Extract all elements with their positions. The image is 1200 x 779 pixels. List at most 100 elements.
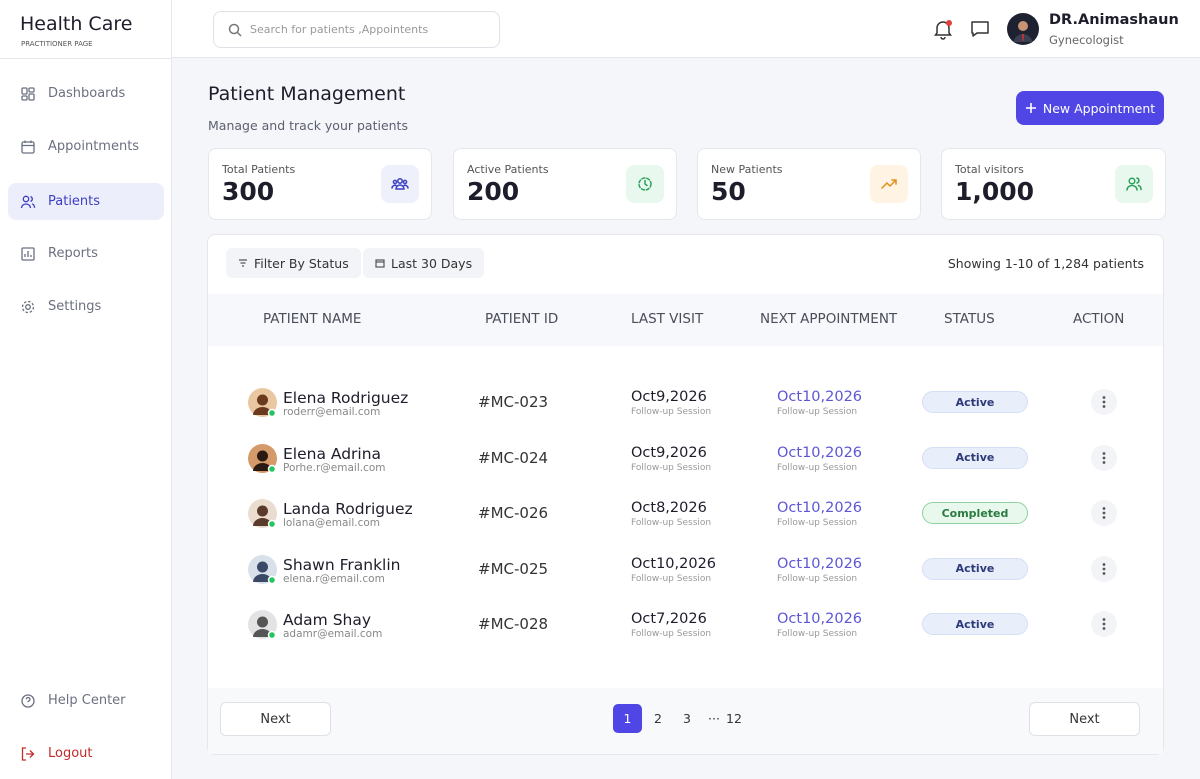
- patient-avatar: [248, 388, 277, 418]
- user-avatar[interactable]: [1007, 13, 1039, 45]
- row-action[interactable]: [1091, 611, 1117, 637]
- nav-label: Reports: [48, 246, 98, 261]
- user-role: Gynecologist: [1049, 33, 1124, 47]
- patient-name: Elena Rodriguez: [283, 388, 408, 407]
- patient-email: lolana@email.com: [283, 517, 381, 529]
- footer-icon: [21, 693, 35, 708]
- patient-name: Shawn Franklin: [283, 555, 400, 574]
- kebab-icon: [1102, 618, 1106, 630]
- footer-label: Help Center: [48, 693, 126, 708]
- button-label: New Appointment: [1042, 100, 1156, 116]
- next-label: Next: [1069, 711, 1100, 727]
- patient-name: Adam Shay: [283, 610, 371, 629]
- nav-item[interactable]: Dashboards: [8, 75, 164, 112]
- nav-icon: [21, 86, 35, 101]
- last-visit: Oct9,2026: [631, 444, 707, 461]
- stat-label: Total visitors: [955, 163, 1024, 176]
- patient-avatar: [248, 443, 277, 473]
- nav-label: Appointments: [48, 139, 140, 154]
- footer-icon: [21, 746, 35, 761]
- patient-email: elena.r@email.com: [283, 572, 385, 585]
- status-badge: Active: [922, 446, 1028, 469]
- result-summary: Showing 1-10 of 1,284 patients: [947, 256, 1144, 271]
- last-visit: Oct9,2026: [631, 389, 707, 405]
- prev-button[interactable]: Next: [220, 702, 331, 736]
- user-name: DR.Animashaun: [1049, 12, 1179, 28]
- sidebar: Health Care PRACTITIONER PAGE Dashboards…: [0, 0, 172, 779]
- next-appointment-note: Follow-up Session: [777, 518, 858, 528]
- pagination-band: [208, 688, 1163, 754]
- column-header: LAST VISIT: [631, 311, 704, 327]
- last-visit-note: Follow-up Session: [631, 407, 712, 417]
- filter-label: Last 30 Days: [391, 255, 473, 271]
- name-text: Elena Adrina: [283, 444, 382, 463]
- last-visit: Oct8,2026: [631, 500, 707, 516]
- patient-avatar: [248, 554, 277, 584]
- nav-item[interactable]: Appointments: [8, 128, 164, 165]
- stat-label: Active Patients: [467, 163, 549, 176]
- next-appointment-note: Follow-up Session: [777, 573, 858, 584]
- notification-icon[interactable]: [932, 18, 954, 40]
- filter-label: Filter By Status: [254, 255, 349, 271]
- brand-subtitle: PRACTITIONER PAGE: [21, 40, 93, 48]
- row-action[interactable]: [1091, 444, 1117, 471]
- patient-email: adamr@email.com: [283, 628, 383, 640]
- column-header: NEXT APPOINTMENT: [760, 311, 898, 327]
- search-box[interactable]: Search for patients ,Appointents: [213, 11, 500, 48]
- column-header: PATIENT NAME: [263, 311, 362, 327]
- message-icon[interactable]: [969, 18, 991, 40]
- page-number[interactable]: 2: [654, 711, 662, 726]
- next-appointment: Oct10,2026: [777, 555, 863, 572]
- column-header: ACTION: [1073, 311, 1125, 327]
- footer-label: Logout: [48, 746, 93, 761]
- last-visit: Oct10,2026: [631, 555, 717, 572]
- next-button[interactable]: Next: [1029, 702, 1140, 736]
- nav-item[interactable]: Patients: [8, 183, 164, 220]
- plus-icon: [1025, 103, 1036, 113]
- stat-card: Total Patients 300: [208, 148, 432, 220]
- divider: [0, 58, 171, 59]
- filter-date[interactable]: Last 30 Days: [363, 248, 485, 278]
- row-action[interactable]: [1091, 555, 1117, 582]
- footer-item[interactable]: Logout: [8, 735, 164, 772]
- avatar-photo: [248, 443, 277, 473]
- nav-icon: [21, 300, 35, 313]
- last-visit-note: Follow-up Session: [631, 518, 712, 528]
- patient-id: #MC-028: [478, 615, 549, 633]
- stat-card: Total visitors 1,000: [941, 148, 1166, 220]
- brand: Health Care: [20, 13, 133, 35]
- last-visit: Oct7,2026: [631, 611, 707, 627]
- page-number[interactable]: 1: [613, 704, 642, 733]
- patient-email: roderr@email.com: [283, 406, 381, 418]
- page-number[interactable]: 3: [683, 711, 691, 726]
- page-title: Patient Management: [208, 83, 406, 105]
- stat-icon: [626, 165, 664, 203]
- stat-card: New Patients 50: [697, 148, 921, 220]
- row-action[interactable]: [1091, 389, 1117, 415]
- patient-name: Landa Rodriguez: [283, 499, 413, 518]
- nav-item[interactable]: Reports: [8, 235, 164, 272]
- next-appointment: Oct10,2026: [777, 389, 863, 405]
- footer-item[interactable]: Help Center: [8, 682, 164, 719]
- new-appointment-button[interactable]: New Appointment: [1016, 91, 1164, 125]
- next-appointment-note: Follow-up Session: [777, 629, 858, 639]
- name-text: Adam Shay: [283, 611, 372, 629]
- filter-status[interactable]: Filter By Status: [226, 248, 361, 278]
- stat-label: Total Patients: [222, 163, 296, 176]
- page-number[interactable]: 12: [726, 711, 742, 726]
- stat-value: 1,000: [955, 177, 1035, 206]
- nav-icon: [20, 195, 36, 208]
- table-header-band: [208, 294, 1163, 346]
- stat-icon: [870, 165, 908, 203]
- stat-glyph: [881, 179, 897, 189]
- page-number[interactable]: ···: [708, 711, 720, 726]
- avatar-photo: [248, 554, 277, 584]
- nav-item[interactable]: Settings: [8, 288, 164, 325]
- row-action[interactable]: [1091, 500, 1117, 526]
- last-visit-note: Follow-up Session: [631, 573, 712, 584]
- name-text: Landa Rodriguez: [283, 500, 413, 518]
- next-appointment: Oct10,2026: [777, 444, 863, 461]
- nav-label: Settings: [48, 299, 102, 314]
- next-appointment-note: Follow-up Session: [777, 462, 858, 473]
